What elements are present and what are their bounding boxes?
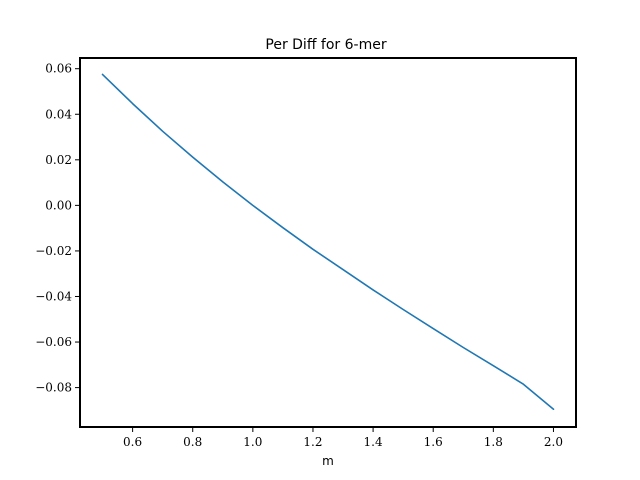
x-tick-label: 1.8 [484, 435, 503, 449]
y-tick-label: 0.04 [45, 107, 72, 121]
y-tick-label: −0.08 [35, 381, 72, 395]
x-tick-label: 1.2 [303, 435, 322, 449]
y-tick-label: −0.02 [35, 244, 72, 258]
x-axis-label: m [322, 454, 334, 468]
x-tick-label: 1.6 [424, 435, 443, 449]
x-tick-label: 1.0 [243, 435, 262, 449]
x-tick-label: 0.6 [123, 435, 142, 449]
x-axis-ticks: 0.6 0.8 1.0 1.2 1.4 1.6 1.8 2.0 [123, 427, 563, 449]
y-tick-label: 0.06 [45, 62, 72, 76]
x-tick-label: 1.4 [364, 435, 383, 449]
y-tick-label: 0.02 [45, 153, 72, 167]
x-tick-label: 0.8 [183, 435, 202, 449]
y-tick-label: −0.04 [35, 289, 72, 303]
series-group [101, 73, 555, 411]
y-tick-label: 0.00 [45, 198, 72, 212]
plot-area-frame [79, 57, 577, 428]
y-axis-ticks: 0.06 0.04 0.02 0.00 −0.02 −0.04 −0.06 −0.08 [35, 62, 80, 395]
series-line [101, 73, 555, 411]
chart-title: Per Diff for 6-mer [265, 37, 386, 53]
y-tick-label: −0.06 [35, 335, 72, 349]
x-tick-label: 2.0 [544, 435, 563, 449]
